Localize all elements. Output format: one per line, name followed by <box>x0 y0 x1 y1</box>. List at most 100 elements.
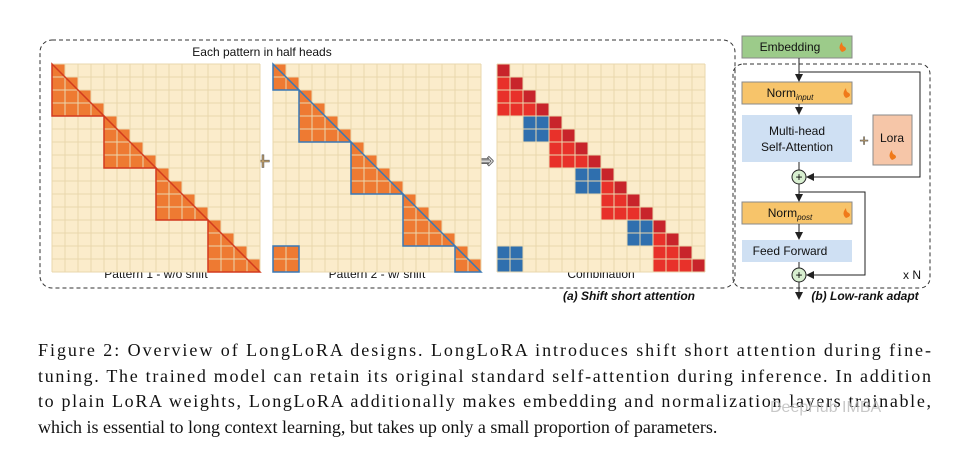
cell <box>536 103 549 116</box>
cell <box>65 90 78 103</box>
cell <box>653 233 666 246</box>
cell <box>640 207 653 220</box>
block-outline <box>298 88 353 143</box>
cell <box>497 64 510 77</box>
caption-a: (a) Shift short attention <box>563 289 695 303</box>
cell <box>117 142 130 155</box>
block-outline <box>272 245 300 273</box>
caption-line: which is essential to long context learn… <box>38 417 717 437</box>
cell <box>65 103 78 116</box>
connectors <box>791 58 921 300</box>
attention-block <box>742 115 852 162</box>
norm-input-label: Norminput <box>767 86 814 102</box>
cell <box>640 233 653 246</box>
cell <box>562 142 575 155</box>
cell <box>627 207 640 220</box>
cell <box>156 181 169 194</box>
cell <box>156 207 169 220</box>
caption-b: (b) Low-rank adapt <box>811 289 919 303</box>
block-outline <box>454 244 483 273</box>
cell <box>299 103 312 116</box>
cell <box>510 103 523 116</box>
block-outline <box>155 166 210 221</box>
block-outline <box>350 140 405 195</box>
cell <box>575 155 588 168</box>
norm-input-block <box>741 81 853 105</box>
cell <box>169 194 182 207</box>
plus-sign: + <box>859 133 868 150</box>
add: + <box>795 170 802 184</box>
cell <box>601 181 614 194</box>
cell <box>273 259 286 272</box>
cell <box>351 181 364 194</box>
cell <box>182 207 195 220</box>
caption-line: to plain LoRA weights, LongLoRA addition… <box>38 391 931 411</box>
cell <box>510 77 523 90</box>
cell <box>169 207 182 220</box>
attention-grid <box>51 62 262 273</box>
cell <box>403 233 416 246</box>
cell <box>234 259 247 272</box>
cell <box>627 233 640 246</box>
repeat-label: x N <box>903 268 921 282</box>
cell <box>497 259 510 272</box>
ff-label: Feed Forward <box>753 244 828 258</box>
attention-grid <box>272 62 483 273</box>
trainable-icons <box>839 42 896 218</box>
norm-sub: input <box>796 93 814 102</box>
cell <box>273 77 286 90</box>
cell <box>666 233 679 246</box>
cell <box>416 220 429 233</box>
cell <box>523 116 536 129</box>
cell <box>497 77 510 90</box>
cell <box>299 116 312 129</box>
norm-post-label: Normpost <box>768 206 813 222</box>
cell <box>562 155 575 168</box>
embedding-label: Embedding <box>760 40 821 54</box>
cell <box>679 246 692 259</box>
cell <box>510 246 523 259</box>
cell <box>588 181 601 194</box>
cell <box>497 103 510 116</box>
cell <box>52 90 65 103</box>
cell <box>156 194 169 207</box>
cell <box>653 259 666 272</box>
cell <box>510 259 523 272</box>
caption-line: Figure 2: Overview of LongLoRA designs. … <box>38 340 931 360</box>
cell <box>601 168 614 181</box>
cell <box>312 116 325 129</box>
cell <box>403 220 416 233</box>
block-outline <box>402 192 457 247</box>
cell <box>416 233 429 246</box>
cell <box>286 259 299 272</box>
cell <box>497 90 510 103</box>
norm-sub: post <box>796 213 813 222</box>
panel-a-frame <box>39 39 736 289</box>
cell <box>286 246 299 259</box>
attention-label: Self-Attention <box>761 140 833 154</box>
embedding-block <box>741 35 853 59</box>
cell <box>536 129 549 142</box>
cell <box>510 90 523 103</box>
pattern-header: Each pattern in half heads <box>192 45 331 59</box>
block-outline <box>207 218 262 273</box>
cell <box>364 181 377 194</box>
watermark: DeepHub IMBA <box>770 399 881 416</box>
cell <box>666 246 679 259</box>
cell <box>588 168 601 181</box>
cell <box>364 168 377 181</box>
cell <box>312 129 325 142</box>
cell <box>221 259 234 272</box>
cell <box>601 207 614 220</box>
cell <box>455 259 468 272</box>
cell <box>666 259 679 272</box>
panel-b-frame <box>732 63 931 289</box>
add: + <box>795 268 802 282</box>
cell <box>575 168 588 181</box>
block-outline <box>272 62 301 91</box>
caption-line: tuning. The trained model can retain its… <box>38 366 931 386</box>
cell <box>549 142 562 155</box>
cell <box>299 129 312 142</box>
cell <box>653 246 666 259</box>
cell <box>104 155 117 168</box>
